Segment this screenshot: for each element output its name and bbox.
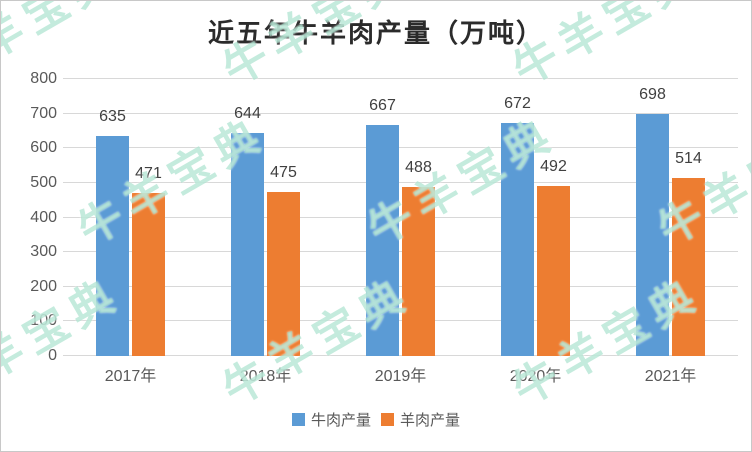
gridline-500 bbox=[63, 181, 738, 183]
gridline-0 bbox=[63, 355, 738, 356]
bar-beef-2018年 bbox=[231, 133, 264, 356]
value-label-beef-2017年: 635 bbox=[99, 108, 126, 126]
legend-label-lamb: 羊肉产量 bbox=[400, 412, 461, 429]
bar-wrap-beef-2019年: 667 bbox=[366, 79, 399, 356]
bar-wrap-beef-2021年: 698 bbox=[636, 79, 669, 356]
gridline-200 bbox=[63, 285, 738, 287]
y-axis-label-800: 800 bbox=[30, 70, 57, 87]
x-axis-label-2019年: 2019年 bbox=[374, 368, 427, 385]
bar-groups: 635 471 644 475 667 488 672 492 698 514 bbox=[63, 79, 738, 356]
y-axis-label-600: 600 bbox=[30, 139, 57, 157]
value-label-beef-2020年: 672 bbox=[504, 95, 531, 113]
gridline-300 bbox=[63, 251, 738, 253]
bar-wrap-lamb-2017年: 471 bbox=[132, 79, 165, 356]
legend-swatch-lamb bbox=[381, 413, 394, 426]
y-axis-label-500: 500 bbox=[30, 173, 57, 191]
bar-wrap-lamb-2019年: 488 bbox=[402, 79, 435, 356]
bar-wrap-lamb-2021年: 514 bbox=[672, 79, 705, 356]
value-label-lamb-2019年: 488 bbox=[405, 159, 432, 177]
bar-wrap-beef-2018年: 644 bbox=[231, 79, 264, 356]
gridline-400 bbox=[63, 216, 738, 218]
value-label-beef-2018年: 644 bbox=[234, 105, 261, 123]
plot-area: 635 471 644 475 667 488 672 492 698 514 bbox=[63, 78, 738, 356]
bar-lamb-2019年 bbox=[402, 187, 435, 356]
bar-beef-2017年 bbox=[96, 136, 129, 356]
legend-item-lamb: 羊肉产量 bbox=[381, 409, 460, 430]
bar-group-2019年: 667 488 bbox=[333, 79, 468, 356]
gridline-800 bbox=[63, 78, 738, 79]
bar-beef-2019年 bbox=[366, 125, 399, 356]
bar-lamb-2021年 bbox=[672, 178, 705, 356]
legend-label-beef: 牛肉产量 bbox=[310, 412, 371, 429]
value-label-beef-2019年: 667 bbox=[369, 97, 396, 115]
y-axis-label-200: 200 bbox=[30, 277, 57, 295]
x-axis-label-2017年: 2017年 bbox=[104, 368, 157, 385]
bar-lamb-2018年 bbox=[267, 191, 300, 356]
y-axis-label-100: 100 bbox=[30, 312, 57, 330]
legend-swatch-beef bbox=[291, 413, 305, 426]
gridline-600 bbox=[63, 147, 738, 149]
value-label-beef-2021年: 698 bbox=[639, 86, 666, 104]
bar-beef-2021年 bbox=[636, 114, 669, 356]
legend: 牛肉产量 羊肉产量 bbox=[1, 409, 751, 430]
y-axis-label-0: 0 bbox=[48, 347, 57, 364]
x-axis: 2017年 2018年 2019年 2020年 2021年 bbox=[63, 362, 738, 386]
bar-group-2017年: 635 471 bbox=[63, 79, 198, 356]
bar-lamb-2017年 bbox=[132, 192, 165, 356]
gridline-100 bbox=[63, 320, 738, 322]
value-label-lamb-2018年: 475 bbox=[270, 163, 297, 181]
bar-wrap-beef-2020年: 672 bbox=[501, 79, 534, 356]
bar-lamb-2020年 bbox=[537, 185, 570, 356]
chart-title: 近五年牛羊肉产量（万吨） bbox=[207, 19, 544, 48]
bar-wrap-lamb-2018年: 475 bbox=[267, 79, 300, 356]
bar-group-2018年: 644 475 bbox=[198, 79, 333, 356]
bar-wrap-lamb-2020年: 492 bbox=[537, 79, 570, 356]
value-label-lamb-2020年: 492 bbox=[540, 157, 567, 175]
y-axis-label-700: 700 bbox=[30, 104, 57, 122]
y-axis-label-300: 300 bbox=[30, 243, 57, 261]
value-label-lamb-2017年: 471 bbox=[135, 164, 162, 182]
x-axis-label-2021年: 2021年 bbox=[644, 368, 697, 385]
y-axis-label-400: 400 bbox=[30, 208, 57, 226]
x-axis-label-2020年: 2020年 bbox=[509, 368, 562, 385]
legend-item-beef: 牛肉产量 bbox=[291, 409, 371, 430]
y-axis: 0 100 200 300 400 500 600 700 800 bbox=[9, 71, 57, 364]
bar-group-2021年: 698 514 bbox=[603, 79, 738, 356]
bar-wrap-beef-2017年: 635 bbox=[96, 79, 129, 356]
gridline-700 bbox=[63, 112, 738, 114]
value-label-lamb-2021年: 514 bbox=[675, 150, 702, 168]
x-axis-label-2018年: 2018年 bbox=[239, 368, 292, 385]
bar-beef-2020年 bbox=[501, 123, 534, 356]
bar-group-2020年: 672 492 bbox=[468, 79, 603, 356]
